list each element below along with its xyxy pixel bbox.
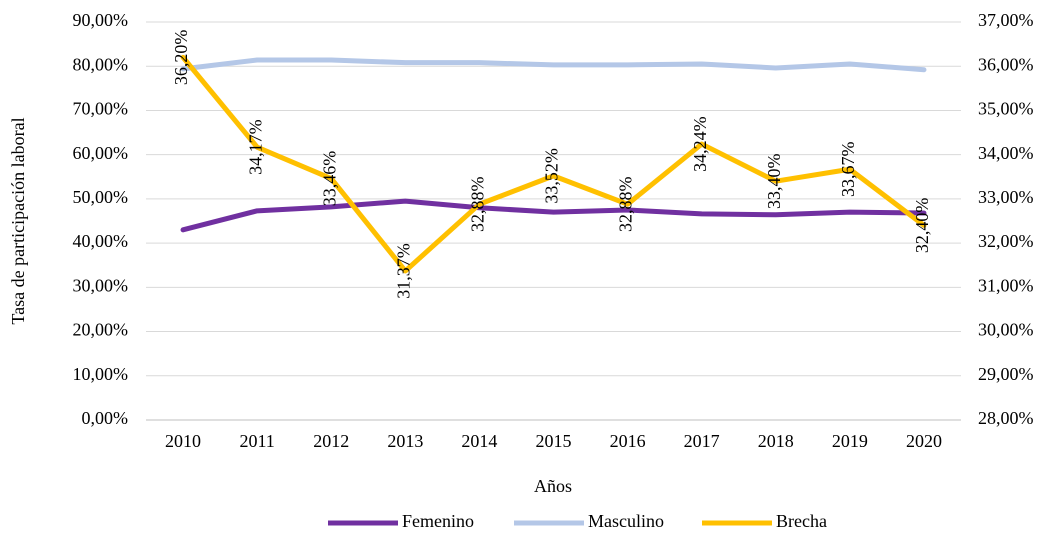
y-axis-title: Tasa de participación laboral	[8, 117, 28, 324]
y2-tick-label: 37,00%	[978, 10, 1034, 30]
y-tick-label: 60,00%	[73, 143, 129, 163]
x-tick-label: 2011	[239, 431, 274, 451]
y-tick-label: 90,00%	[73, 10, 129, 30]
y-tick-label: 50,00%	[73, 187, 129, 207]
series-line	[180, 57, 927, 73]
y2-tick-label: 28,00%	[978, 408, 1034, 428]
data-label: 33,46%	[319, 151, 339, 207]
y2-tick-label: 31,00%	[978, 275, 1034, 295]
x-tick-label: 2019	[832, 431, 868, 451]
x-axis-title: Años	[534, 476, 572, 496]
x-tick-label: 2013	[387, 431, 423, 451]
series-line	[180, 54, 927, 274]
y2-tick-label: 35,00%	[978, 99, 1034, 119]
data-label: 31,37%	[393, 243, 413, 299]
legend-label: Masculino	[588, 511, 664, 531]
legend-label: Femenino	[402, 511, 474, 531]
x-tick-label: 2010	[165, 431, 201, 451]
x-tick-label: 2018	[758, 431, 794, 451]
data-label: 32,40%	[912, 198, 932, 254]
y-tick-label: 20,00%	[73, 320, 129, 340]
x-tick-label: 2020	[906, 431, 942, 451]
data-label: 32,88%	[616, 176, 636, 232]
x-tick-label: 2014	[461, 431, 497, 451]
data-label: 34,24%	[690, 116, 710, 172]
x-tick-label: 2016	[610, 431, 646, 451]
x-tick-label: 2012	[313, 431, 349, 451]
data-label: 33,52%	[542, 148, 562, 204]
y2-tick-label: 33,00%	[978, 187, 1034, 207]
series-line	[180, 198, 927, 233]
y-tick-label: 40,00%	[73, 231, 129, 251]
y-tick-label: 80,00%	[73, 54, 129, 74]
x-tick-label: 2017	[684, 431, 720, 451]
data-label: 33,67%	[838, 142, 858, 198]
data-label: 36,20%	[171, 30, 191, 86]
y-tick-label: 0,00%	[82, 408, 129, 428]
y-tick-label: 70,00%	[73, 99, 129, 119]
data-label: 33,40%	[764, 153, 784, 209]
data-label: 32,88%	[468, 176, 488, 232]
y2-tick-label: 30,00%	[978, 320, 1034, 340]
y-tick-label: 30,00%	[73, 275, 129, 295]
legend-label: Brecha	[776, 511, 827, 531]
y2-tick-label: 29,00%	[978, 364, 1034, 384]
y2-tick-label: 34,00%	[978, 143, 1034, 163]
data-label: 34,17%	[245, 119, 265, 175]
y2-tick-label: 36,00%	[978, 54, 1034, 74]
x-tick-label: 2015	[536, 431, 572, 451]
y-tick-label: 10,00%	[73, 364, 129, 384]
y2-tick-label: 32,00%	[978, 231, 1034, 251]
